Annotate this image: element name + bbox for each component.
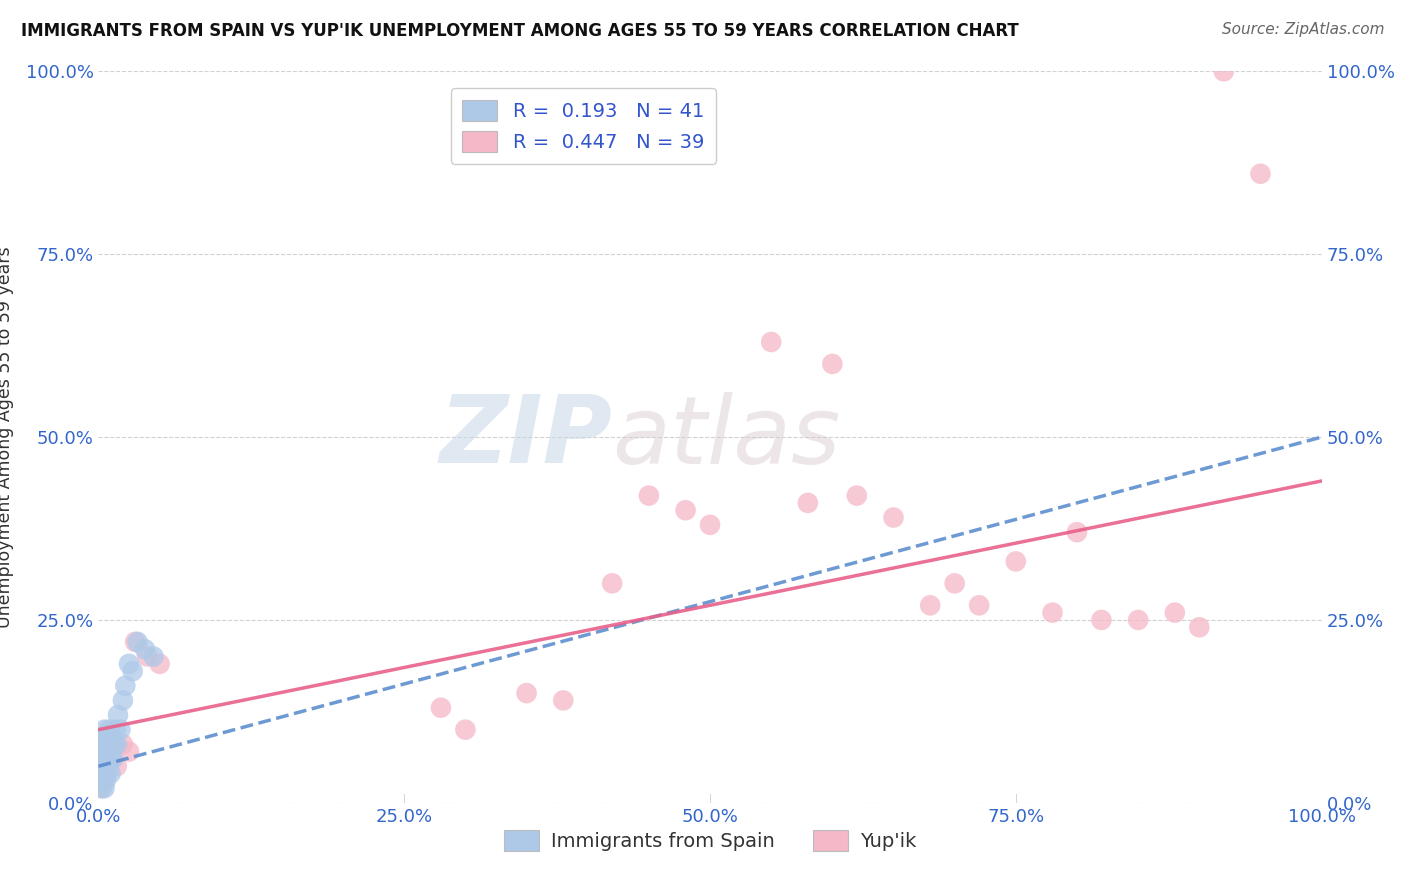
Point bbox=[1042, 606, 1064, 620]
Point bbox=[93, 766, 115, 780]
Point bbox=[943, 576, 966, 591]
Point bbox=[105, 737, 128, 751]
Point bbox=[96, 752, 118, 766]
Point bbox=[118, 745, 141, 759]
Point bbox=[124, 635, 146, 649]
Point bbox=[91, 781, 114, 796]
Point bbox=[93, 723, 115, 737]
Point bbox=[91, 737, 114, 751]
Point bbox=[91, 766, 114, 780]
Point bbox=[149, 657, 172, 671]
Point bbox=[1128, 613, 1150, 627]
Point bbox=[553, 693, 575, 707]
Point bbox=[121, 664, 143, 678]
Point bbox=[103, 737, 125, 751]
Point bbox=[118, 657, 141, 671]
Point bbox=[883, 510, 905, 524]
Point bbox=[111, 693, 134, 707]
Point bbox=[136, 649, 159, 664]
Point bbox=[96, 730, 118, 744]
Point bbox=[134, 642, 156, 657]
Point bbox=[97, 745, 120, 759]
Point bbox=[920, 599, 942, 613]
Point bbox=[93, 752, 115, 766]
Point bbox=[91, 745, 114, 759]
Point bbox=[91, 773, 114, 788]
Point bbox=[1090, 613, 1112, 627]
Text: IMMIGRANTS FROM SPAIN VS YUP'IK UNEMPLOYMENT AMONG AGES 55 TO 59 YEARS CORRELATI: IMMIGRANTS FROM SPAIN VS YUP'IK UNEMPLOY… bbox=[21, 22, 1019, 40]
Point bbox=[600, 576, 623, 591]
Point bbox=[100, 745, 122, 759]
Point bbox=[98, 723, 121, 737]
Point bbox=[96, 766, 118, 780]
Point bbox=[515, 686, 537, 700]
Text: ZIP: ZIP bbox=[439, 391, 612, 483]
Point bbox=[699, 517, 721, 532]
Point bbox=[104, 723, 127, 737]
Point bbox=[675, 503, 697, 517]
Point bbox=[100, 766, 122, 780]
Point bbox=[101, 730, 124, 744]
Point bbox=[94, 759, 117, 773]
Text: Source: ZipAtlas.com: Source: ZipAtlas.com bbox=[1222, 22, 1385, 37]
Point bbox=[114, 679, 136, 693]
Point bbox=[98, 752, 121, 766]
Text: atlas: atlas bbox=[612, 392, 841, 483]
Legend: Immigrants from Spain, Yup'ik: Immigrants from Spain, Yup'ik bbox=[496, 822, 924, 859]
Point bbox=[821, 357, 844, 371]
Point bbox=[91, 730, 114, 744]
Point bbox=[94, 745, 117, 759]
Point bbox=[111, 737, 134, 751]
Point bbox=[1249, 167, 1271, 181]
Point bbox=[90, 781, 112, 796]
Point bbox=[110, 723, 132, 737]
Point bbox=[1188, 620, 1211, 634]
Point bbox=[430, 700, 453, 714]
Point bbox=[93, 781, 115, 796]
Point bbox=[637, 489, 661, 503]
Point bbox=[1004, 554, 1026, 568]
Point bbox=[94, 773, 117, 788]
Point bbox=[91, 752, 114, 766]
Point bbox=[93, 766, 115, 780]
Point bbox=[127, 635, 149, 649]
Point bbox=[90, 773, 112, 788]
Point bbox=[845, 489, 868, 503]
Point bbox=[105, 759, 128, 773]
Point bbox=[96, 759, 118, 773]
Point bbox=[1066, 525, 1088, 540]
Point bbox=[91, 759, 114, 773]
Point bbox=[101, 737, 124, 751]
Point bbox=[454, 723, 477, 737]
Point bbox=[91, 773, 114, 788]
Point bbox=[94, 752, 117, 766]
Point bbox=[107, 708, 129, 723]
Point bbox=[1164, 606, 1187, 620]
Point bbox=[761, 334, 783, 349]
Point bbox=[967, 599, 990, 613]
Point bbox=[100, 752, 122, 766]
Point bbox=[142, 649, 165, 664]
Point bbox=[93, 737, 115, 751]
Point bbox=[90, 759, 112, 773]
Point bbox=[1212, 64, 1234, 78]
Point bbox=[97, 759, 120, 773]
Point bbox=[797, 496, 820, 510]
Point bbox=[97, 737, 120, 751]
Point bbox=[101, 752, 124, 766]
Y-axis label: Unemployment Among Ages 55 to 59 years: Unemployment Among Ages 55 to 59 years bbox=[0, 246, 14, 628]
